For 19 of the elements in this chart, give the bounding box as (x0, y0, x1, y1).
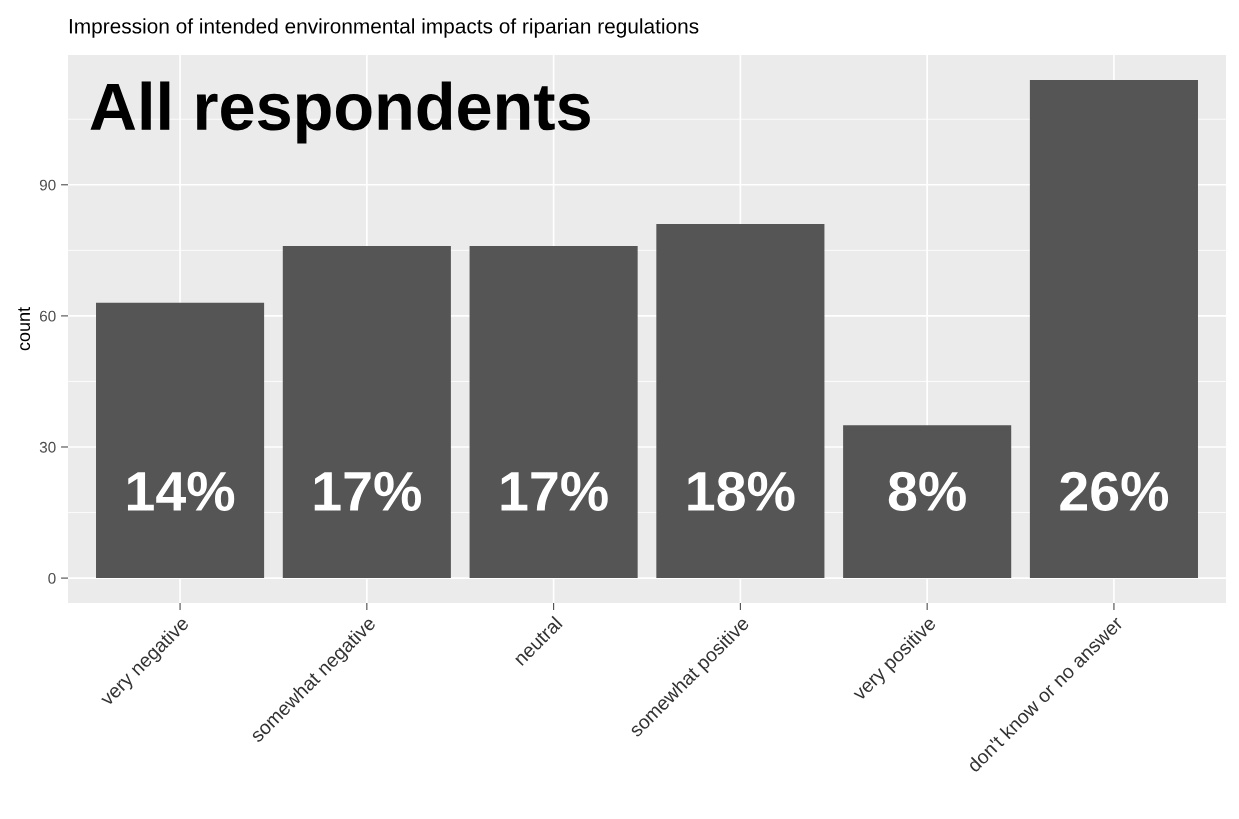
chart-title: Impression of intended environmental impacts of riparian regulations (69, 18, 699, 38)
annotation: 8% (888, 471, 966, 512)
annotation: 18% (688, 471, 795, 512)
y-tick-label: 60 (39, 310, 56, 322)
bar (843, 425, 1012, 579)
annotation: 14% (127, 471, 235, 511)
bar (1029, 79, 1198, 579)
bar (656, 224, 825, 579)
y-tick-label: 90 (39, 179, 56, 191)
annotation: 17% (314, 471, 421, 511)
bar (96, 302, 265, 579)
annotation: 17% (501, 471, 608, 511)
annotation: All respondents (90, 81, 590, 144)
annotation: 26% (1060, 471, 1169, 512)
y-tick-label: 0 (48, 572, 56, 584)
bar (469, 245, 638, 579)
bar (282, 245, 451, 579)
y-tick-label: 30 (39, 441, 56, 453)
y-axis-title: count (18, 307, 31, 351)
